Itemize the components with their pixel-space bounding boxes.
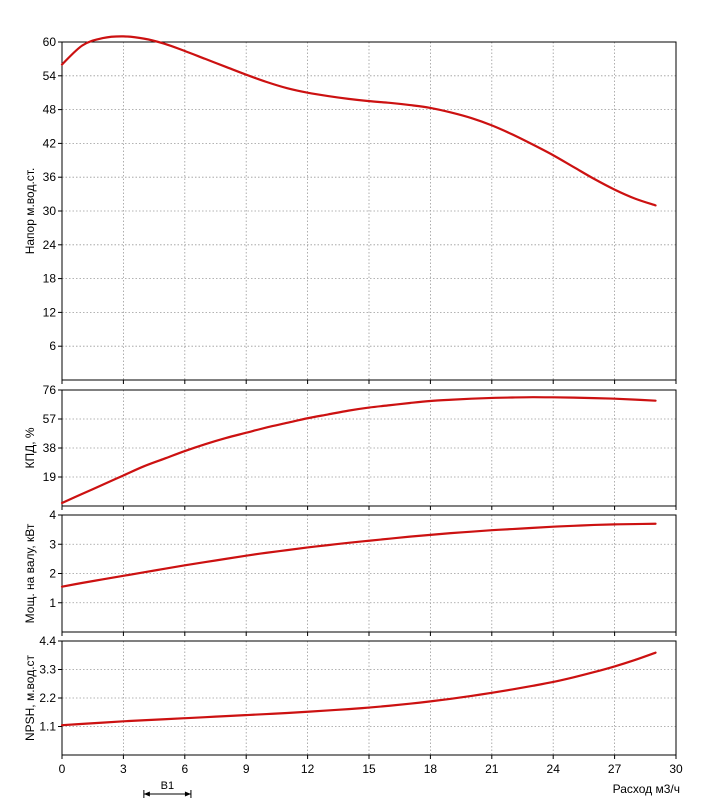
power-ytick-label-3: 4 [49, 508, 56, 522]
head-ytick-label-8: 54 [43, 69, 57, 83]
efficiency-ytick-label-1: 38 [43, 441, 57, 455]
efficiency-panel: 19 38 57 76 КПД, % [23, 383, 677, 510]
npsh-ytick-label-1: 2.2 [39, 691, 56, 705]
head-ytick-label-1: 12 [43, 305, 57, 319]
power-ytick-label-1: 2 [49, 567, 56, 581]
head-ytick-label-9: 60 [43, 35, 57, 49]
npsh-ytick-label-2: 3.3 [39, 663, 56, 677]
efficiency-ytick-label-3: 76 [43, 383, 57, 397]
x-axis: 0 3 6 9 12 15 18 21 24 27 30 [59, 762, 683, 776]
head-y-axis-label: Напор м.вод.ст. [23, 168, 37, 255]
range-marker-arrow-left [143, 791, 150, 797]
x-tick-label-2: 6 [181, 762, 188, 776]
x-tick-label-10: 30 [669, 762, 683, 776]
power-ytick-label-2: 3 [49, 537, 56, 551]
head-series-line-0 [60, 35, 657, 207]
npsh-frame [61, 640, 677, 756]
head-ytick-label-0: 6 [49, 339, 56, 353]
npsh-y-axis-label: NPSH, м.вод.ст [23, 654, 37, 741]
head-ytick-label-7: 48 [43, 103, 57, 117]
power-series-line-0 [60, 522, 657, 588]
x-tick-label-5: 15 [362, 762, 376, 776]
range-marker-b1: B1 [143, 780, 192, 798]
efficiency-frame [61, 389, 677, 507]
head-ytick-label-2: 18 [43, 272, 57, 286]
x-tick-label-8: 24 [547, 762, 561, 776]
power-ytick-label-0: 1 [49, 596, 56, 610]
power-panel: 1 2 3 4 Мощ. на валу, кВт [23, 508, 677, 636]
head-ytick-label-6: 42 [43, 136, 57, 150]
power-frame [61, 514, 677, 633]
npsh-ytick-label-3: 4.4 [39, 634, 56, 648]
efficiency-ytick-label-2: 57 [43, 412, 57, 426]
power-y-axis-label: Мощ. на валу, кВт [23, 523, 37, 623]
npsh-series-line-0 [60, 651, 657, 727]
head-ytick-label-4: 30 [43, 204, 57, 218]
x-axis-label: Расход м3/ч [613, 782, 680, 796]
head-ytick-label-5: 36 [43, 170, 57, 184]
head-panel: 6 12 18 24 30 36 42 48 54 60 Напор м.вод.ст. [23, 35, 677, 384]
x-tick-label-3: 9 [243, 762, 250, 776]
x-tick-label-1: 3 [120, 762, 127, 776]
x-tick-label-9: 27 [608, 762, 622, 776]
efficiency-series-line-0 [60, 396, 657, 505]
range-marker-arrow-right [184, 791, 191, 797]
range-marker-label: B1 [161, 780, 174, 792]
efficiency-y-axis-label: КПД, % [23, 427, 37, 468]
x-tick-label-6: 18 [424, 762, 438, 776]
npsh-ytick-label-0: 1.1 [39, 720, 56, 734]
x-tick-label-7: 21 [485, 762, 499, 776]
x-tick-label-0: 0 [59, 762, 66, 776]
efficiency-ytick-label-0: 19 [43, 470, 57, 484]
head-ytick-label-3: 24 [43, 238, 57, 252]
x-tick-label-4: 12 [301, 762, 315, 776]
head-frame [61, 41, 677, 381]
